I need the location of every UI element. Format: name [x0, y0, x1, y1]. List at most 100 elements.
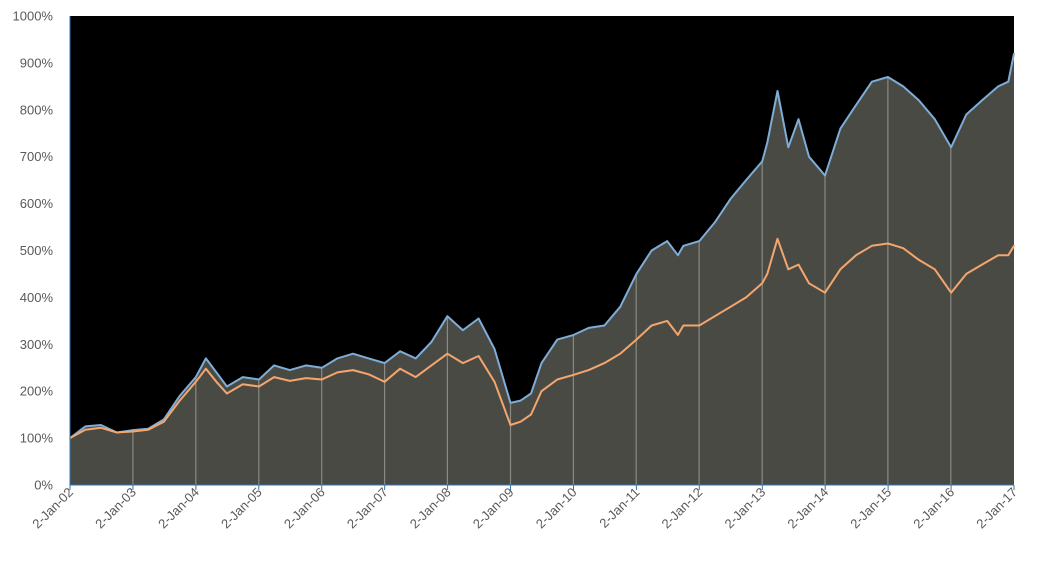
series-1-point — [273, 364, 275, 367]
series-2-point — [462, 362, 464, 364]
y-tick-label: 400% — [20, 290, 54, 305]
series-1-point — [289, 369, 291, 371]
series-2-point — [493, 381, 496, 383]
series-1-point — [1007, 80, 1010, 83]
series-1-point — [666, 240, 668, 242]
y-tick-label: 100% — [20, 431, 54, 446]
y-tick-label: 700% — [20, 149, 54, 164]
series-1-point — [242, 376, 244, 378]
series-2-point — [430, 364, 433, 367]
series-1-point — [84, 425, 87, 428]
series-2-point — [242, 383, 244, 386]
series-2-point — [321, 378, 323, 381]
series-1-point — [965, 113, 968, 116]
series-1-point — [1013, 52, 1015, 55]
series-2-point — [635, 338, 638, 341]
series-2-point — [289, 380, 291, 382]
series-1-point — [787, 146, 790, 149]
series-1-point — [493, 348, 496, 350]
series-1-point — [530, 392, 532, 395]
series-1-point — [383, 362, 386, 364]
series-1-point — [698, 240, 701, 242]
series-1-point — [871, 80, 873, 83]
series-1-point — [997, 85, 999, 88]
series-2-point — [729, 306, 732, 308]
series-1-point — [367, 357, 370, 360]
series-2-point — [519, 420, 522, 423]
series-2-point — [918, 259, 920, 261]
y-tick-label: 0% — [34, 478, 53, 493]
series-2-point — [619, 352, 621, 355]
series-1-point — [430, 341, 433, 343]
series-2-point — [383, 381, 386, 383]
series-1-point — [462, 329, 464, 332]
series-1-point — [855, 104, 857, 106]
series-1-point — [603, 324, 606, 327]
series-1-point — [446, 315, 449, 318]
series-2-point — [215, 381, 218, 383]
series-2-point — [650, 324, 653, 327]
series-1-point — [682, 245, 685, 247]
series-1-point — [635, 273, 638, 275]
series-1-point — [414, 357, 417, 360]
series-2-point — [745, 296, 747, 299]
y-axis: 0% 100% 200% 300% 400% 500% 600% 700% 800% 900% 10… — [13, 9, 71, 493]
y-tick-label: 900% — [20, 55, 54, 70]
series-1-point — [540, 362, 543, 364]
series-1-point — [305, 364, 307, 367]
series-2-point — [205, 367, 207, 370]
series-2-point — [163, 420, 165, 423]
series-1-point — [934, 118, 936, 120]
series-2-point — [178, 399, 181, 402]
series-1-point — [677, 254, 679, 256]
series-2-point — [84, 428, 87, 431]
series-1-point — [761, 160, 763, 163]
series-2-point — [950, 291, 952, 294]
y-tick-label: 200% — [20, 384, 54, 399]
series-2-point — [509, 424, 512, 426]
series-1-point — [902, 85, 904, 88]
series-1-point — [918, 99, 920, 102]
series-1-point — [981, 99, 983, 102]
series-2-point — [477, 355, 480, 357]
y-tick-label: 1000% — [13, 9, 54, 24]
series-1-point — [178, 395, 181, 397]
series-2-point — [336, 371, 339, 374]
series-2-point — [100, 427, 102, 429]
y-tick-label: 600% — [20, 196, 54, 211]
series-2-point — [766, 273, 769, 275]
series-2-point — [855, 254, 857, 256]
series-1-point — [729, 198, 732, 200]
series-2-point — [603, 362, 606, 364]
series-2-point — [572, 374, 575, 376]
series-2-point — [934, 268, 936, 271]
series-2-point — [902, 247, 904, 249]
series-2-point — [871, 245, 873, 247]
series-2-point — [530, 413, 532, 416]
series-2-point — [446, 352, 449, 355]
series-1-point — [619, 306, 621, 308]
series-1-point — [215, 371, 218, 374]
series-2-point — [116, 431, 118, 434]
year-marker-layer — [132, 77, 952, 485]
series-1-point — [556, 338, 559, 341]
y-tick-label: 500% — [20, 243, 54, 258]
series-2-point — [698, 324, 701, 327]
series-2-point — [414, 376, 417, 378]
series-2-point — [540, 390, 543, 393]
series-1-point — [509, 402, 512, 404]
series-1-point — [766, 141, 769, 144]
series-1-point — [336, 357, 339, 360]
series-2-point — [887, 242, 889, 245]
series-1-point — [321, 367, 323, 369]
series-2-point — [352, 369, 354, 371]
series-2-point — [787, 268, 790, 271]
series-1-point — [519, 399, 522, 402]
series-2-point — [776, 238, 779, 240]
series-1-point — [887, 76, 889, 78]
series-1-point — [205, 357, 207, 360]
series-2-point — [1007, 254, 1010, 256]
series-1-point — [352, 352, 354, 355]
series-2-point — [132, 430, 134, 433]
